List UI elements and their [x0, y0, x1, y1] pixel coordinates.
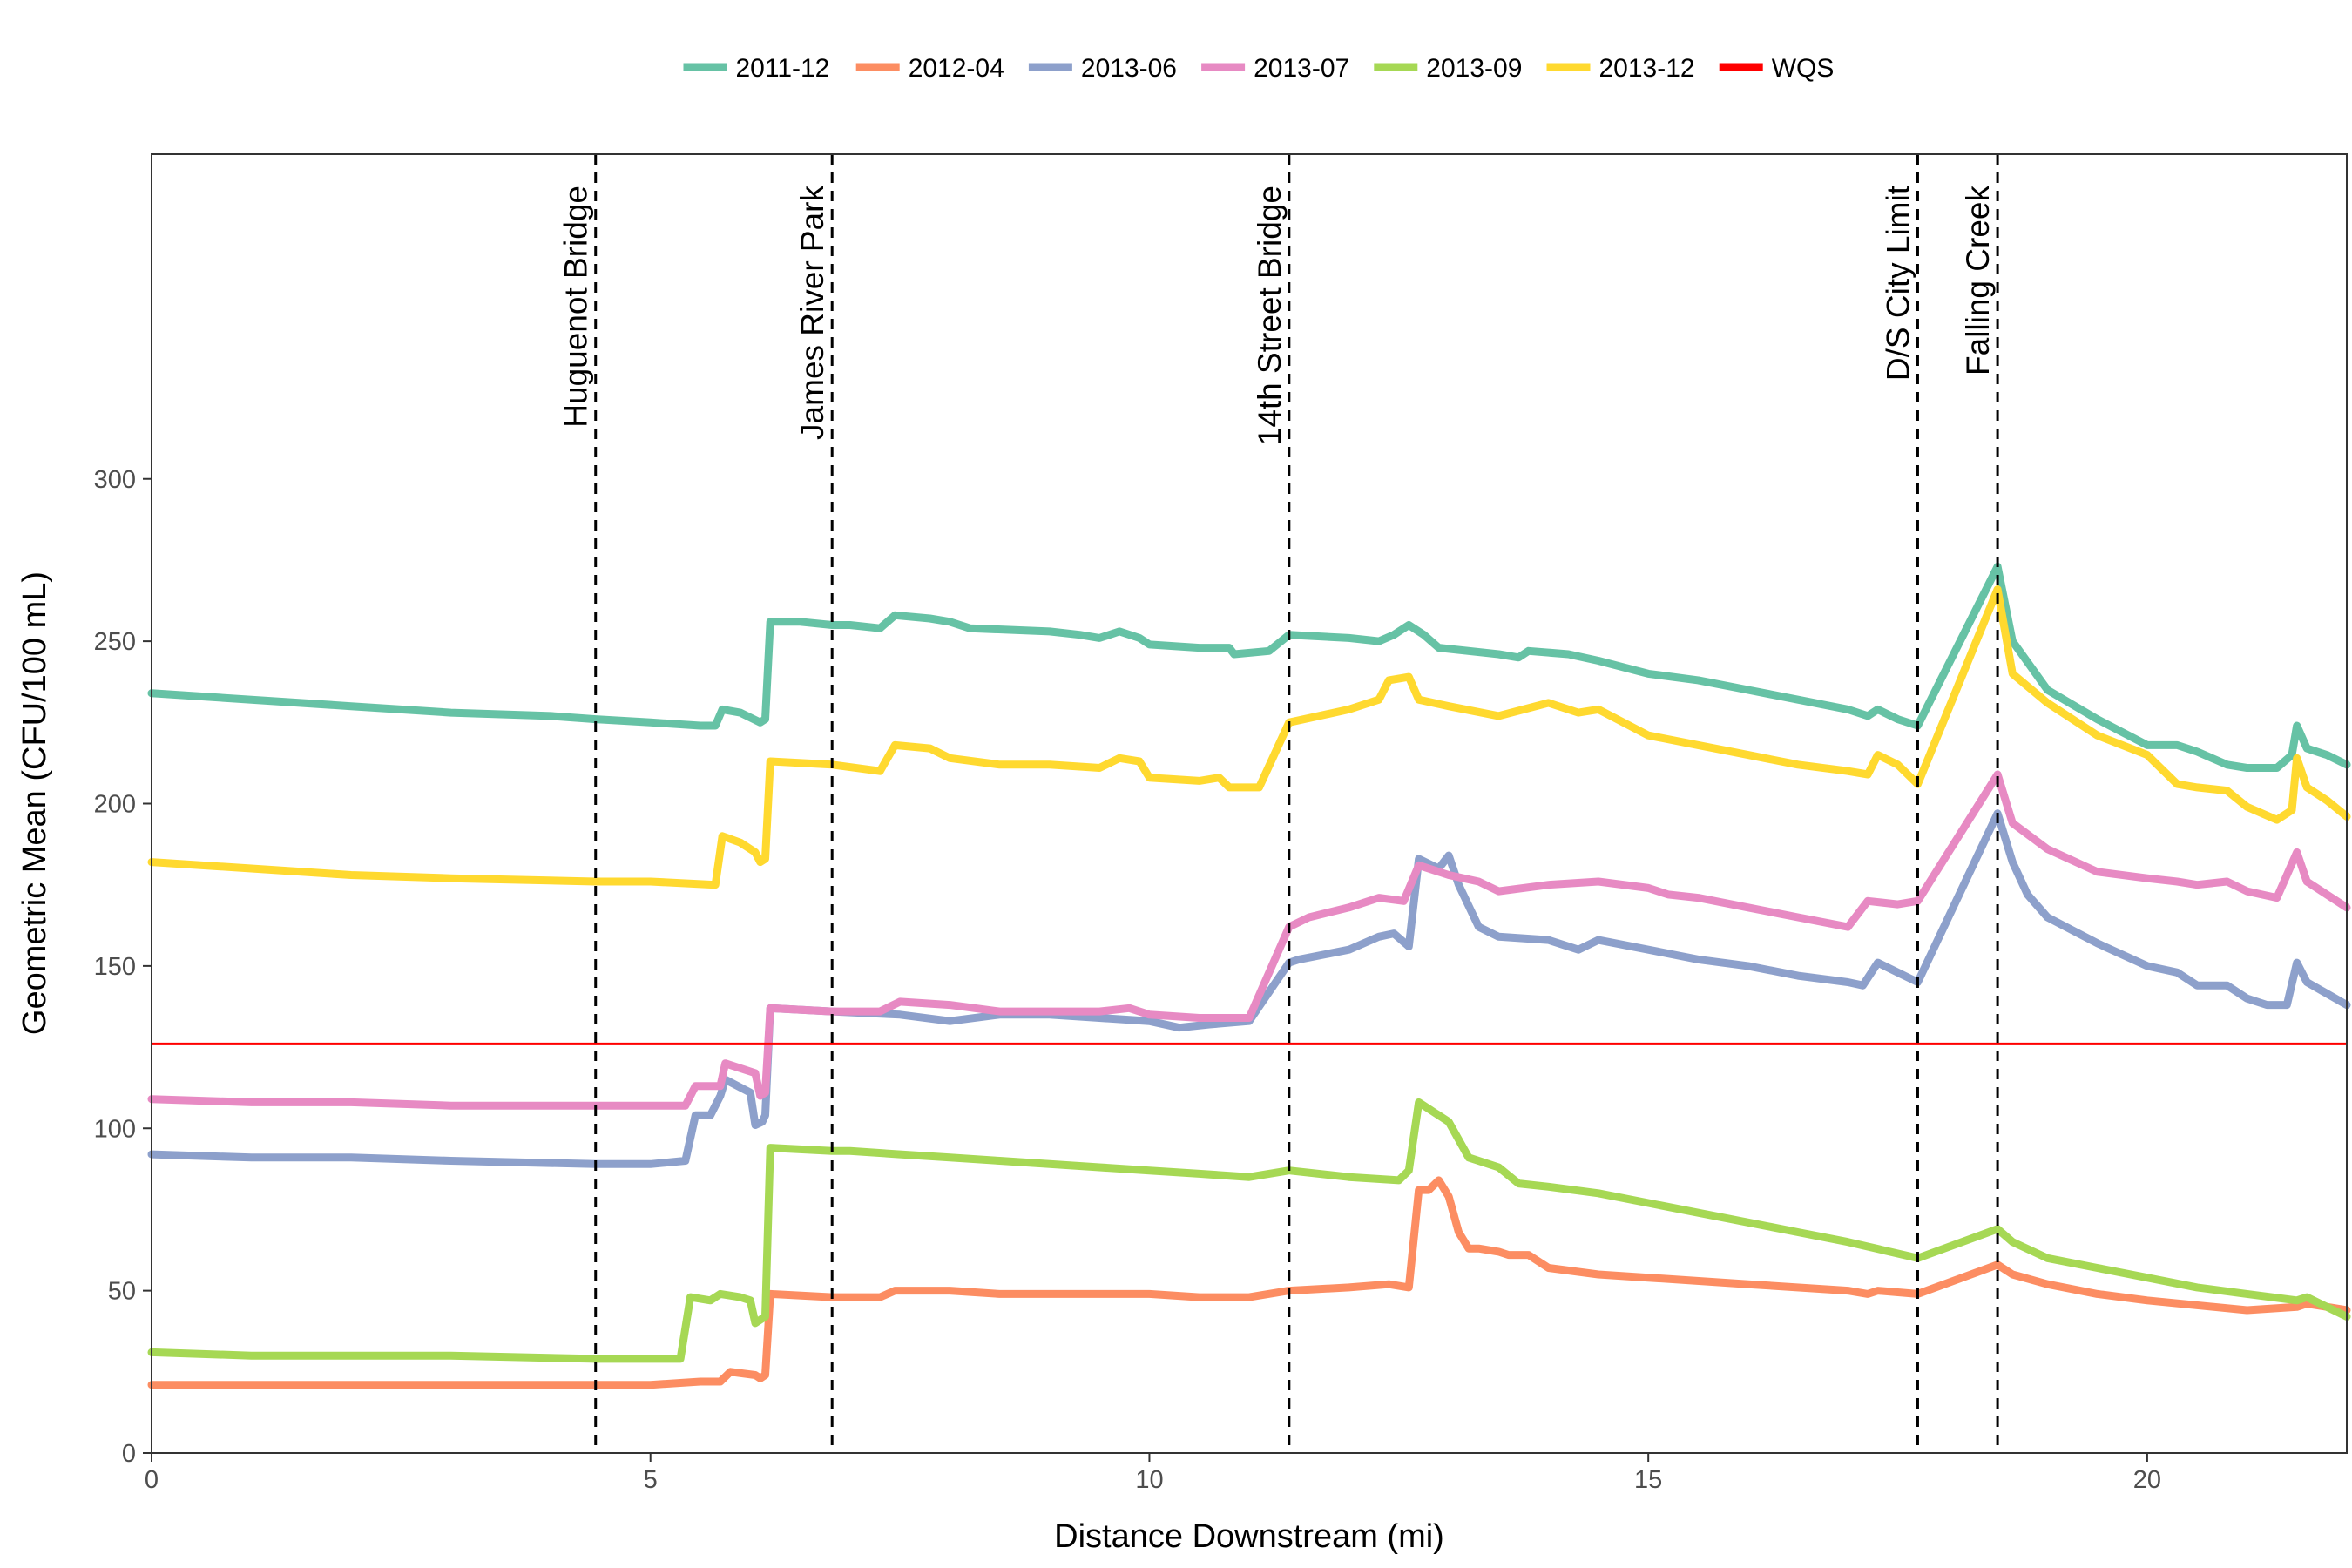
y-tick-label: 200: [94, 791, 136, 819]
landmark-label: 14th Street Bridge: [1252, 186, 1288, 445]
y-axis-title: Geometric Mean (CFU/100 mL): [17, 571, 53, 1035]
y-tick-label: 250: [94, 628, 136, 656]
landmark-label: Falling Creek: [1960, 186, 1996, 375]
legend-label: 2011-12: [736, 54, 830, 83]
series-line-2013-07: [147, 770, 2351, 1110]
legend-label: 2013-06: [1081, 54, 1177, 83]
y-tick-label: 150: [94, 953, 136, 981]
series-line-2011-12: [147, 562, 2351, 772]
x-tick-label: 5: [644, 1466, 658, 1494]
y-tick-label: 50: [108, 1278, 136, 1306]
y-tick-label: 0: [122, 1440, 136, 1468]
landmark-label: Huguenot Bridge: [558, 186, 594, 428]
y-tick-label: 300: [94, 466, 136, 494]
legend-label: 2012-04: [909, 54, 1004, 83]
x-axis-title: Distance Downstream (mi): [1054, 1518, 1444, 1555]
legend-label: 2013-09: [1426, 54, 1522, 83]
series-line-2013-09: [147, 1098, 2351, 1363]
series-line-2012-04: [147, 1176, 2351, 1389]
landmark-label: James River Park: [794, 186, 830, 440]
legend-label: 2013-07: [1254, 54, 1349, 83]
y-tick-label: 100: [94, 1115, 136, 1143]
legend-label: WQS: [1772, 54, 1835, 83]
landmark-lines: Huguenot Bridge James River Park 14th Stre…: [558, 154, 1999, 1453]
landmark-label: D/S City Limit: [1881, 185, 1916, 381]
legend-label: 2013-12: [1599, 54, 1695, 83]
x-tick-label: 10: [1135, 1466, 1163, 1494]
legend: 2011-12 2012-04 2013-06 2013-07 2013-09 2013-…: [683, 54, 1835, 83]
series-line-2013-12: [147, 585, 2351, 889]
x-tick-label: 0: [145, 1466, 159, 1494]
plot-series: [147, 562, 2351, 1389]
x-tick-label: 15: [1634, 1466, 1662, 1494]
series-line-2013-06: [147, 809, 2351, 1168]
plot-panel-border: [151, 153, 2348, 1454]
x-tick-label: 20: [2133, 1466, 2161, 1494]
